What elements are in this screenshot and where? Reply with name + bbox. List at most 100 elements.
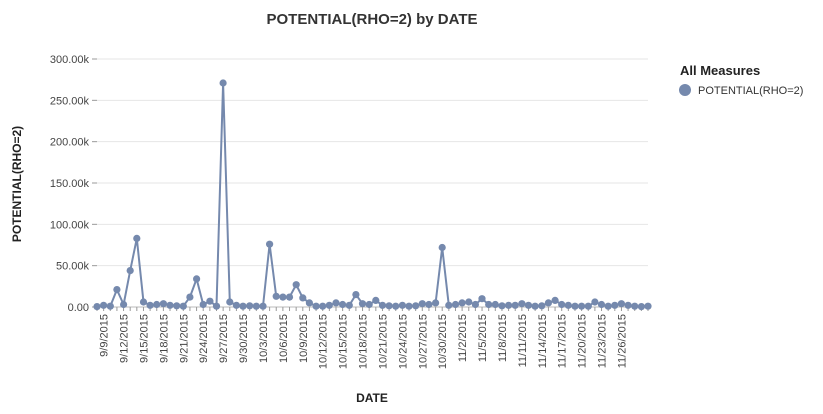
x-axis: 9/9/2015 9/12/2015 9/15/2015 9/18/2015 9/21/…: [96, 307, 649, 369]
data-point: [591, 298, 599, 306]
data-point: [345, 301, 353, 309]
data-point: [571, 302, 579, 310]
y-tick-label: 150.00k: [50, 178, 90, 190]
x-tick-label: 9/27/2015: [218, 314, 230, 363]
series-layer: [93, 79, 652, 311]
data-point: [451, 300, 460, 309]
data-point: [458, 299, 466, 307]
data-point: [120, 300, 128, 309]
x-tick-label: 11/20/2015: [577, 314, 589, 368]
x-tick-label: 10/30/2015: [437, 314, 449, 369]
data-point: [239, 302, 247, 310]
data-point: [312, 302, 320, 310]
legend-marker: [679, 84, 691, 96]
data-point: [332, 299, 340, 307]
series-line: [96, 82, 649, 308]
data-point: [631, 302, 639, 310]
data-point: [358, 300, 367, 308]
data-point: [179, 302, 187, 310]
data-point: [106, 302, 114, 310]
data-point: [279, 293, 287, 301]
x-tick-label: 11/5/2015: [477, 314, 489, 362]
x-tick-label: 10/9/2015: [298, 314, 310, 363]
data-point: [518, 300, 526, 308]
data-point: [445, 301, 453, 309]
data-point: [531, 302, 539, 310]
data-point: [319, 302, 327, 310]
x-tick-label: 10/24/2015: [397, 314, 409, 369]
data-point: [604, 302, 612, 310]
data-point: [372, 296, 380, 304]
legend-label: POTENTIAL(RHO=2): [698, 85, 803, 97]
x-tick-label: 11/26/2015: [616, 314, 628, 368]
data-point: [199, 300, 207, 309]
data-point: [471, 300, 479, 309]
data-point: [93, 303, 101, 311]
legend-title: All Measures: [680, 63, 760, 78]
data-point: [418, 300, 426, 308]
data-point: [113, 286, 121, 294]
data-point: [133, 234, 141, 242]
gridlines: [97, 58, 648, 308]
data-point: [551, 296, 559, 304]
data-point: [644, 302, 652, 310]
data-point: [292, 281, 300, 289]
data-point: [597, 300, 606, 309]
data-point: [173, 302, 181, 310]
x-tick-label: 10/21/2015: [378, 314, 390, 369]
data-point: [232, 301, 240, 309]
x-tick-label: 10/18/2015: [358, 314, 370, 369]
data-point: [617, 300, 626, 308]
data-point: [544, 299, 553, 307]
chart-title: POTENTIAL(RHO=2) by DATE: [267, 11, 478, 28]
data-point: [153, 300, 161, 309]
x-tick-label: 11/14/2015: [537, 314, 549, 368]
data-point: [405, 302, 413, 310]
data-point: [272, 292, 280, 300]
y-tick-label: 0.00: [68, 302, 89, 314]
data-point: [365, 300, 373, 309]
x-tick-label: 9/21/2015: [178, 314, 190, 363]
data-point: [465, 298, 473, 306]
y-axis: 0.00 50.00k 100.00k 150.00k 200.00k 250.00k 30…: [50, 54, 97, 314]
x-tick-label: 11/11/2015: [517, 314, 529, 367]
data-point: [352, 291, 360, 299]
data-point: [611, 301, 619, 309]
y-tick-label: 100.00k: [50, 219, 90, 231]
data-point: [339, 300, 347, 309]
data-point: [126, 267, 134, 275]
data-point: [558, 300, 566, 309]
data-point: [146, 301, 154, 309]
x-tick-label: 9/12/2015: [119, 314, 131, 363]
data-point: [259, 302, 267, 310]
data-point: [252, 302, 260, 310]
x-tick-label: 11/17/2015: [557, 314, 569, 368]
data-point: [584, 302, 592, 310]
x-tick-label: 9/9/2015: [99, 314, 111, 357]
data-point: [246, 302, 254, 310]
data-point: [285, 293, 294, 301]
data-point: [491, 300, 499, 309]
data-point: [412, 302, 420, 310]
data-point: [478, 295, 486, 303]
data-point: [524, 301, 533, 309]
x-tick-label: 9/30/2015: [238, 314, 250, 363]
data-point: [186, 293, 194, 301]
x-tick-label: 11/2/2015: [457, 314, 469, 362]
y-axis-title: POTENTIAL(RHO=2): [10, 126, 24, 242]
x-tick-label: 10/27/2015: [417, 314, 429, 369]
x-axis-title: DATE: [356, 391, 388, 405]
data-point: [624, 301, 632, 309]
data-point: [378, 301, 387, 309]
data-point: [432, 299, 440, 307]
data-point: [159, 300, 167, 308]
y-tick-label: 300.00k: [50, 54, 90, 66]
data-point: [425, 300, 433, 309]
data-point: [511, 301, 519, 309]
data-point: [166, 301, 174, 309]
data-point: [564, 301, 572, 309]
data-point: [226, 298, 234, 306]
x-tick-label: 9/24/2015: [198, 314, 210, 363]
y-tick-label: 50.00k: [56, 261, 90, 273]
